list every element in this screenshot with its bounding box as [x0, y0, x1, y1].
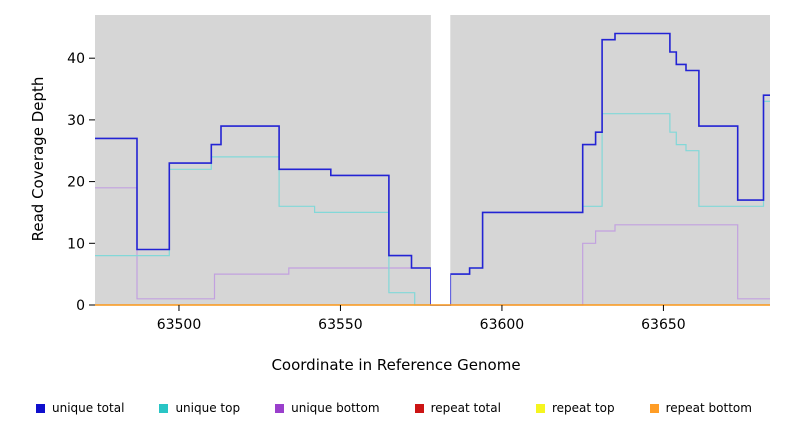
y-tick-label: 10: [67, 236, 85, 252]
legend-swatch-icon: [275, 403, 285, 413]
x-tick-label: 63600: [480, 317, 525, 333]
legend: unique total unique top unique bottom repea…: [0, 401, 792, 415]
legend-swatch-icon: [36, 403, 45, 413]
y-tick-label: 30: [67, 113, 85, 129]
legend-item-repeat-top: repeat top: [535, 401, 615, 415]
y-tick-label: 40: [67, 51, 85, 67]
legend-label: unique bottom: [291, 401, 380, 415]
legend-label: unique top: [175, 401, 241, 415]
x-axis-title: Coordinate in Reference Genome: [271, 356, 521, 374]
legend-label: repeat bottom: [665, 401, 752, 415]
legend-item-unique-total: unique total: [36, 401, 124, 415]
legend-label: unique total: [52, 401, 125, 415]
legend-label: repeat total: [430, 401, 501, 415]
y-tick-label: 20: [67, 175, 85, 191]
legend-item-repeat-bottom: repeat bottom: [649, 401, 752, 415]
x-tick-label: 63500: [157, 317, 202, 333]
legend-swatch-icon: [159, 403, 169, 413]
x-tick-label: 63650: [641, 317, 686, 333]
legend-swatch-icon: [414, 403, 424, 413]
chart-canvas: 63500 63550 63600 63650 0 10 20 30 40: [67, 9, 770, 333]
x-tick-label: 63550: [318, 317, 363, 333]
legend-label: repeat top: [551, 401, 615, 415]
coverage-chart: Read Coverage Depth 63500 63550 63600 63650…: [29, 9, 770, 333]
legend-swatch-icon: [535, 403, 545, 413]
series-line-unique-total: [95, 32, 770, 306]
legend-item-repeat-total: repeat total: [414, 401, 501, 415]
legend-swatch-icon: [649, 403, 659, 413]
legend-item-unique-bottom: unique bottom: [275, 401, 380, 415]
gap-band: [430, 9, 451, 305]
y-tick-label: 0: [76, 298, 85, 314]
legend-item-unique-top: unique top: [159, 401, 240, 415]
